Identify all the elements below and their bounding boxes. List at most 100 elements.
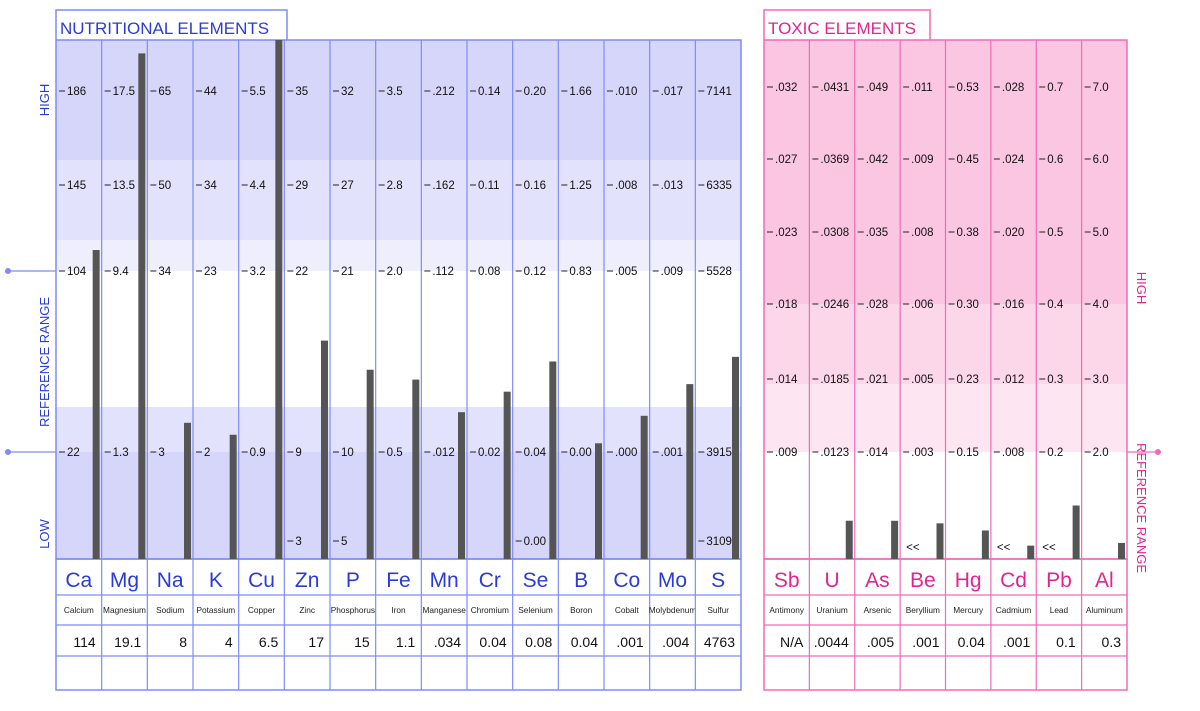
toxic-bar-u — [845, 520, 853, 559]
tick-label: 0.23 — [957, 374, 979, 386]
tick-label: 0.2 — [1047, 447, 1063, 459]
tick-label: 35 — [295, 86, 308, 98]
tick-label: 50 — [158, 180, 171, 192]
name-mn: Manganese — [422, 605, 466, 615]
symbol-se: Se — [523, 569, 549, 592]
tick-label: .016 — [1002, 299, 1024, 311]
tick-label: 0.15 — [957, 447, 979, 459]
tick-label: .0123 — [820, 447, 849, 459]
tick-label: .020 — [1002, 227, 1024, 239]
tick-label: 0.04 — [524, 447, 547, 459]
nutritional-title-tab — [55, 9, 288, 40]
toxic-label-reference-range: REFERENCE RANGE — [1134, 443, 1149, 573]
bar-cu — [275, 40, 283, 559]
tick-label: 0.6 — [1047, 154, 1063, 166]
tick-label: 2.0 — [387, 266, 403, 278]
tick-label: 5 — [341, 536, 347, 548]
toxic-name-sb: Antimony — [769, 605, 804, 615]
bar-fe — [412, 379, 420, 559]
tick-label: .112 — [432, 266, 454, 278]
tick-label: .009 — [775, 447, 797, 459]
tick-label: 32 — [341, 86, 354, 98]
tick-label: .0308 — [820, 227, 849, 239]
tick-label: 5528 — [706, 266, 732, 278]
bar-co — [640, 415, 648, 559]
tick-label: 3109 — [706, 536, 732, 548]
bar-p — [366, 369, 374, 559]
tick-label: .009 — [911, 154, 933, 166]
toxic-value-as: .005 — [867, 634, 894, 650]
tick-label: 23 — [204, 266, 217, 278]
tick-label: .011 — [911, 82, 933, 94]
tick-label: .0246 — [820, 299, 849, 311]
name-b: Boron — [570, 605, 593, 615]
bar-mg — [138, 53, 146, 560]
toxic-bar-pb — [1072, 505, 1080, 559]
tick-label: 0.30 — [957, 299, 979, 311]
tick-label: 21 — [341, 266, 354, 278]
tick-label: 0.4 — [1047, 299, 1064, 311]
tick-label: .005 — [615, 266, 637, 278]
name-fe: Iron — [391, 605, 406, 615]
label-high: HIGH — [37, 84, 52, 117]
tick-label: .027 — [775, 154, 797, 166]
tick-label: 0.7 — [1047, 82, 1063, 94]
toxic-title: TOXIC ELEMENTS — [768, 19, 916, 38]
bar-b — [595, 443, 602, 559]
label-low: LOW — [37, 518, 52, 548]
bar-mo — [686, 384, 694, 559]
nutritional-title: NUTRITIONAL ELEMENTS — [60, 19, 269, 38]
tick-label: 3.5 — [387, 86, 403, 98]
tick-label: 7.0 — [1093, 82, 1109, 94]
tick-label: 0.3 — [1047, 374, 1063, 386]
tick-label: 3.2 — [250, 266, 266, 278]
tick-label: 0.5 — [387, 447, 403, 459]
tick-label: .012 — [432, 447, 454, 459]
toxic-name-al: Aluminum — [1086, 605, 1123, 615]
toxic-name-cd: Cadmium — [996, 605, 1032, 615]
tick-label: 10 — [341, 447, 354, 459]
toxic-symbol-hg: Hg — [955, 569, 982, 592]
toxic-value-cd: .001 — [1003, 634, 1030, 650]
tick-label: 0.9 — [250, 447, 266, 459]
symbol-b: B — [574, 569, 588, 592]
toxic-bar-be — [936, 523, 944, 559]
lower-range-band — [56, 407, 741, 452]
below-detection-marker: << — [1042, 542, 1056, 554]
tick-label: 0.00 — [569, 447, 591, 459]
symbol-cu: Cu — [248, 569, 275, 592]
range-marker-dot-top — [5, 268, 11, 274]
tick-label: 0.38 — [957, 227, 979, 239]
toxic-symbol-al: Al — [1095, 569, 1114, 592]
tick-label: .042 — [866, 154, 888, 166]
toxic-label-high: HIGH — [1134, 272, 1149, 305]
tick-label: .000 — [615, 447, 637, 459]
tick-label: 22 — [67, 447, 80, 459]
name-k: Potassium — [196, 605, 235, 615]
symbol-s: S — [711, 569, 725, 592]
tick-label: 0.00 — [524, 536, 546, 548]
toxic-value-hg: 0.04 — [958, 634, 985, 650]
tick-label: 0.83 — [569, 266, 591, 278]
symbol-co: Co — [613, 569, 640, 592]
value-mg: 19.1 — [114, 634, 141, 650]
name-mo: Molybdenum — [649, 605, 697, 615]
value-mo: .004 — [662, 634, 689, 650]
tick-label: 4.0 — [1093, 299, 1109, 311]
toxic-bar-al — [1118, 542, 1125, 559]
tick-label: .009 — [661, 266, 683, 278]
tick-label: .023 — [775, 227, 797, 239]
range-marker-dot-bottom — [5, 449, 11, 455]
tick-label: 186 — [67, 86, 86, 98]
bar-ca — [92, 250, 100, 559]
name-p: Phosphorus — [331, 605, 375, 615]
tick-label: .024 — [1002, 154, 1025, 166]
name-cr: Chromium — [471, 605, 509, 615]
tick-label: 3 — [158, 447, 164, 459]
value-ca: 114 — [73, 634, 96, 650]
toxic-bar-cd — [1027, 545, 1035, 559]
symbol-na: Na — [157, 569, 184, 592]
tick-label: .012 — [1002, 374, 1024, 386]
tick-label: 0.11 — [478, 180, 500, 192]
name-na: Sodium — [156, 605, 184, 615]
